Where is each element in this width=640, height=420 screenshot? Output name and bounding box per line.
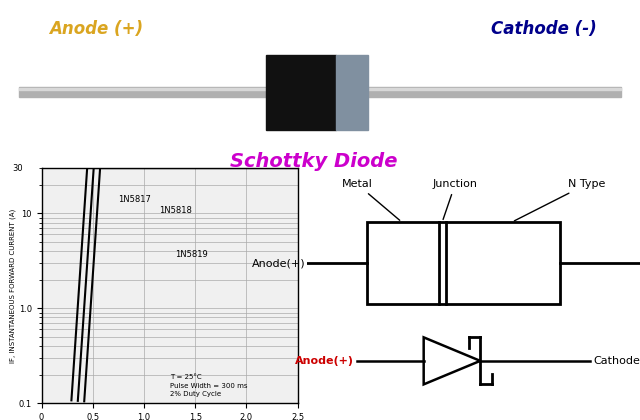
Text: Metal: Metal <box>342 179 400 220</box>
Text: T = 25°C
Pulse Width = 300 ms
2% Duty Cycle: T = 25°C Pulse Width = 300 ms 2% Duty Cy… <box>170 375 247 397</box>
Text: 1N5818: 1N5818 <box>159 206 192 215</box>
Bar <box>355 88 621 89</box>
Bar <box>19 88 285 89</box>
Bar <box>355 87 621 97</box>
Bar <box>19 87 285 97</box>
Bar <box>367 222 560 304</box>
Text: Cathode (-): Cathode (-) <box>491 21 597 38</box>
Y-axis label: IF, INSTANTANEOUS FORWARD CURRENT (A): IF, INSTANTANEOUS FORWARD CURRENT (A) <box>10 208 16 363</box>
Bar <box>266 55 336 130</box>
Text: Anode (+): Anode (+) <box>49 21 143 38</box>
Bar <box>336 55 368 130</box>
Text: 30: 30 <box>13 163 23 173</box>
Text: Cathode(-): Cathode(-) <box>593 356 640 366</box>
Text: N Type: N Type <box>515 179 605 221</box>
Text: Anode(+): Anode(+) <box>252 258 305 268</box>
Text: 1N5819: 1N5819 <box>175 249 207 259</box>
Text: 1N5817: 1N5817 <box>118 195 151 205</box>
Text: Junction: Junction <box>433 179 477 220</box>
Text: Anode(+): Anode(+) <box>295 356 354 366</box>
Text: Schottky Diode: Schottky Diode <box>230 152 397 171</box>
